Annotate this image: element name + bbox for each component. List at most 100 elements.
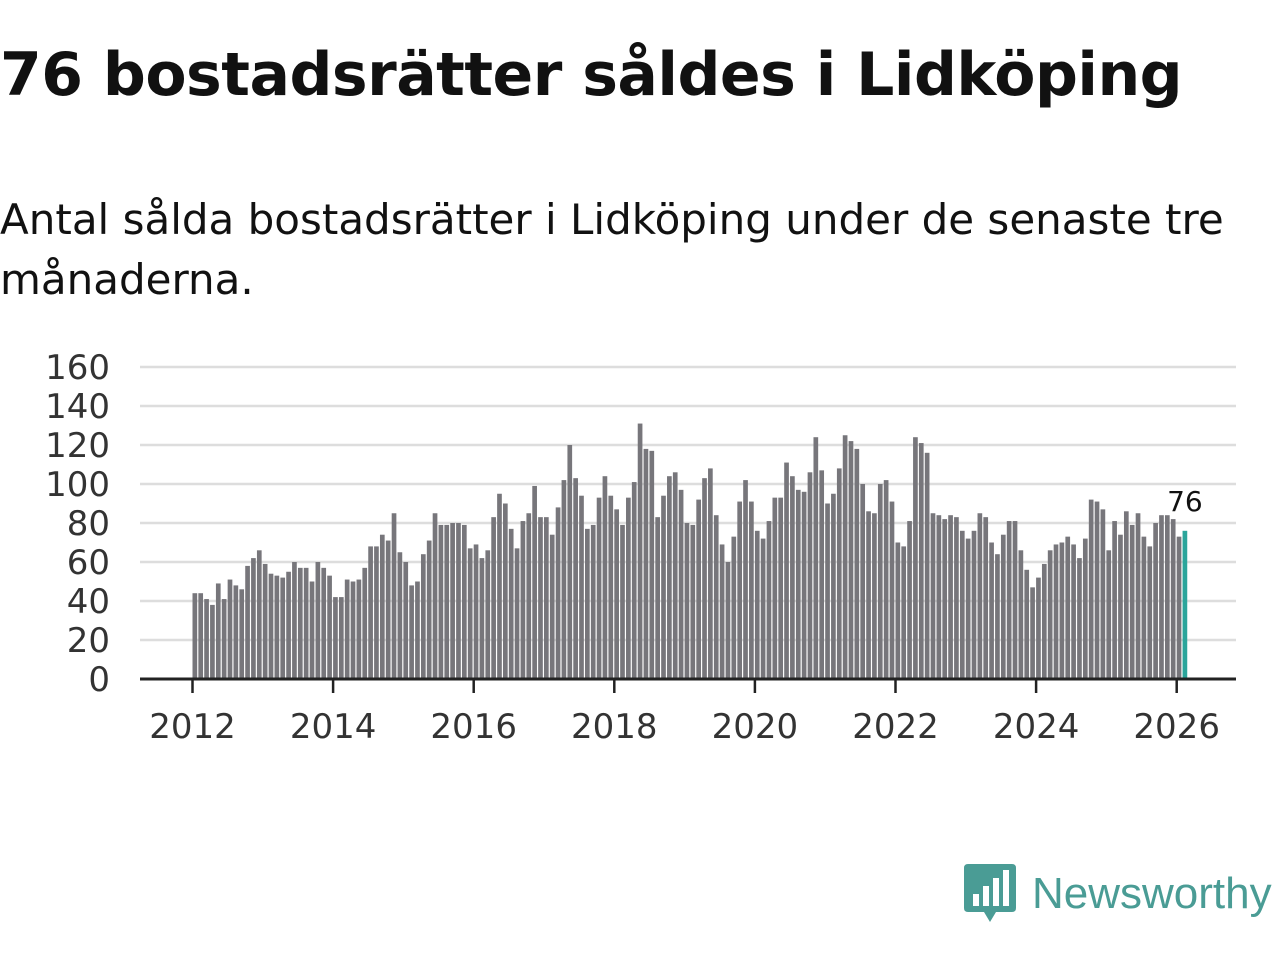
bar <box>391 513 397 679</box>
bar <box>983 517 989 679</box>
bar <box>286 571 291 679</box>
bar <box>907 521 912 679</box>
bar <box>473 544 479 679</box>
bar <box>338 597 344 679</box>
bar <box>672 472 678 679</box>
bar <box>655 517 660 679</box>
bar <box>297 567 303 679</box>
bar <box>696 499 702 679</box>
bar <box>327 575 332 679</box>
bar <box>737 501 743 679</box>
bar <box>1170 519 1176 679</box>
bar <box>948 515 953 679</box>
bars <box>192 423 1188 679</box>
bar-highlight <box>1182 530 1188 679</box>
bar <box>438 524 444 679</box>
bar <box>743 480 748 679</box>
bar <box>620 524 625 679</box>
bar <box>631 482 637 679</box>
bar <box>1053 544 1059 679</box>
bar <box>690 524 696 679</box>
bar <box>883 480 889 679</box>
brand-logo: Newsworthy <box>964 864 1272 924</box>
bar <box>836 468 842 679</box>
bar <box>877 484 883 679</box>
bar <box>356 579 362 679</box>
bar <box>479 558 485 679</box>
bar <box>368 546 373 679</box>
x-tick-label: 2012 <box>149 707 236 747</box>
bar <box>432 513 438 679</box>
bar <box>585 528 590 679</box>
y-tick-label: 120 <box>45 426 110 466</box>
chart-title: 76 bostadsrätter såldes i Lidköping <box>0 40 1183 110</box>
bar <box>491 517 496 679</box>
bar <box>895 542 901 679</box>
bar <box>801 491 807 679</box>
bar <box>409 585 414 679</box>
bar <box>1147 546 1153 679</box>
bar <box>1041 563 1047 679</box>
bar <box>573 478 578 679</box>
bar <box>831 493 836 679</box>
bar <box>602 476 608 679</box>
bar <box>379 534 385 679</box>
bar <box>497 493 502 679</box>
bar <box>790 476 795 679</box>
bar <box>795 489 801 679</box>
y-tick-label: 80 <box>67 504 110 544</box>
bar <box>936 515 942 679</box>
bar <box>702 478 707 679</box>
bar <box>415 581 420 679</box>
x-tick-label: 2020 <box>712 707 799 747</box>
brand-name: Newsworthy <box>1032 869 1272 918</box>
bar <box>708 468 713 679</box>
bar <box>930 513 936 679</box>
bar <box>1159 515 1164 679</box>
bar <box>292 562 297 679</box>
bar <box>397 552 403 679</box>
bar <box>1012 521 1018 679</box>
bar <box>350 581 356 679</box>
bar <box>420 554 426 679</box>
bar <box>965 538 971 679</box>
bar <box>426 540 432 679</box>
bar <box>315 562 321 679</box>
bar <box>268 573 274 679</box>
x-tick-label: 2022 <box>852 707 939 747</box>
bar <box>192 593 198 679</box>
bar <box>485 550 491 679</box>
bar <box>1141 536 1147 679</box>
bar <box>403 562 409 679</box>
bar <box>204 599 209 679</box>
x-tick-label: 2018 <box>571 707 658 747</box>
bar <box>1106 550 1112 679</box>
bar <box>942 519 948 679</box>
bar <box>1065 536 1071 679</box>
bar <box>971 530 977 679</box>
bar <box>995 554 1000 679</box>
bar <box>1176 536 1182 679</box>
bar <box>1059 542 1065 679</box>
bar <box>444 524 450 679</box>
bar <box>772 497 778 679</box>
bar <box>1082 538 1088 679</box>
bar <box>210 604 215 679</box>
highlight-value-label: 76 <box>1167 485 1203 518</box>
bar <box>649 450 655 679</box>
bar <box>661 495 666 679</box>
bar <box>1118 534 1123 679</box>
bar-chart-speech-bubble-icon <box>964 864 1016 922</box>
bar <box>532 485 537 679</box>
bar <box>977 513 983 679</box>
bar <box>626 497 631 679</box>
bar <box>842 435 848 679</box>
bar <box>913 437 918 679</box>
bar <box>924 452 930 679</box>
bar <box>579 495 584 679</box>
bar <box>256 550 262 679</box>
bar <box>456 523 461 679</box>
bar <box>333 597 338 679</box>
bar <box>1135 513 1141 679</box>
bar <box>614 509 619 679</box>
